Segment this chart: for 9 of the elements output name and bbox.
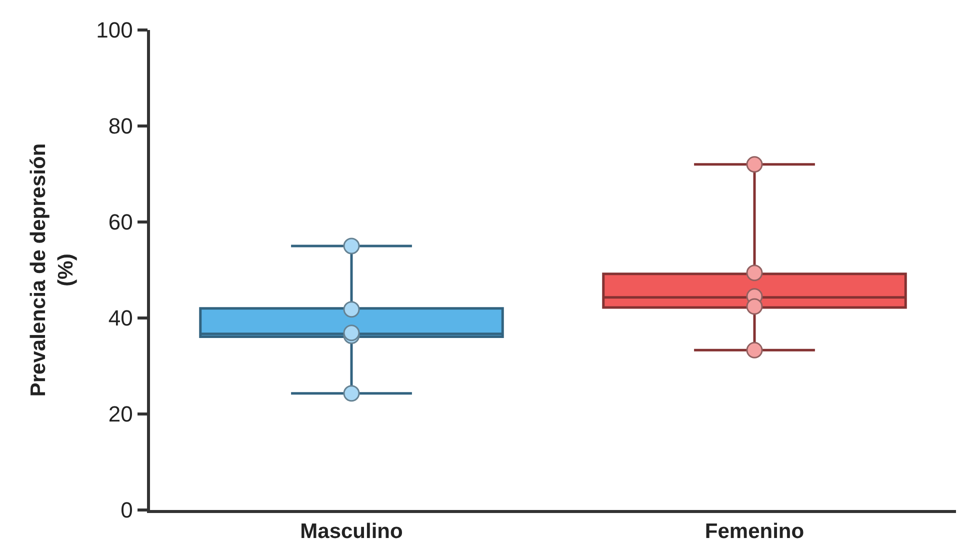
x-tick-label: Femenino [704, 520, 804, 543]
y-axis-title: Prevalencia de depresión (%) [26, 143, 78, 397]
x-tick-label: Masculino [300, 520, 403, 543]
y-tick-label: 80 [108, 114, 133, 139]
y-tick-label: 0 [120, 498, 133, 523]
y-tick-label: 20 [108, 402, 133, 427]
y-tick-label: 100 [96, 18, 133, 43]
y-tick-label: 60 [108, 210, 133, 235]
y-tick-label: 40 [108, 306, 133, 331]
